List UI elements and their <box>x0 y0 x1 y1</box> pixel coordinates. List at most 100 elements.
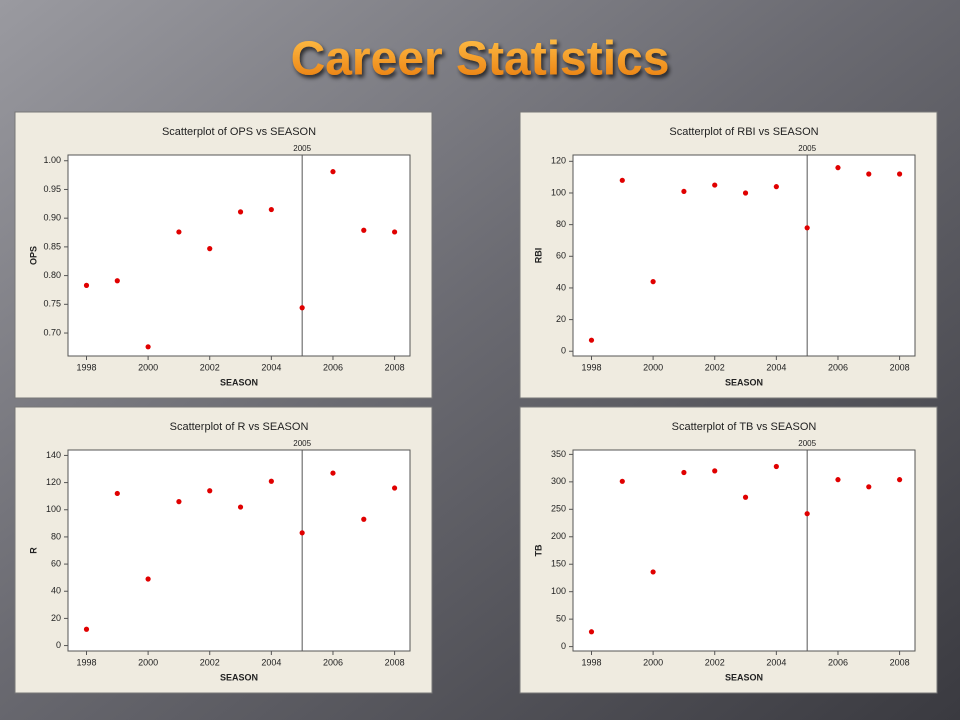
y-tick-label: 40 <box>51 586 61 596</box>
chart-panel: Scatterplot of R vs SEASON SEASON R 0 20 40 60… <box>14 406 433 694</box>
x-tick-label: 2004 <box>766 362 786 372</box>
y-tick-label: 120 <box>551 156 566 166</box>
y-tick-label: 0.75 <box>43 299 61 309</box>
data-point <box>83 282 90 288</box>
x-tick-label: 2000 <box>643 657 663 667</box>
chart-title: Scatterplot of OPS vs SEASON <box>162 126 316 138</box>
x-tick-label: 2002 <box>200 657 220 667</box>
data-point <box>83 626 90 632</box>
x-tick-label: 2008 <box>385 657 405 667</box>
reference-label: 2005 <box>293 439 311 448</box>
x-tick-label: 2002 <box>200 362 220 372</box>
data-point <box>299 305 305 311</box>
chart-title: Scatterplot of RBI vs SEASON <box>669 126 818 138</box>
x-tick-label: 2002 <box>705 362 725 372</box>
y-tick-label: 150 <box>551 559 566 569</box>
y-tick-label: 80 <box>556 219 566 229</box>
x-tick-label: 2008 <box>890 657 910 667</box>
y-tick-label: 20 <box>556 314 566 324</box>
y-tick-label: 0 <box>56 640 61 650</box>
data-point <box>650 569 656 575</box>
x-tick-label: 1998 <box>581 657 601 667</box>
data-point <box>361 516 367 522</box>
data-point <box>650 279 656 285</box>
data-point <box>145 576 151 582</box>
data-point <box>299 530 305 536</box>
x-axis-label: SEASON <box>220 672 258 682</box>
data-point <box>835 477 841 483</box>
data-point <box>330 470 336 476</box>
y-tick-label: 0 <box>561 641 566 651</box>
y-tick-label: 0.95 <box>43 184 61 194</box>
x-tick-label: 2000 <box>643 362 663 372</box>
data-point <box>773 463 779 470</box>
data-point <box>176 499 182 505</box>
data-point <box>896 477 903 483</box>
chart-title: Scatterplot of R vs SEASON <box>170 421 309 433</box>
x-tick-label: 1998 <box>581 362 601 372</box>
data-point <box>588 629 595 635</box>
data-point <box>588 337 595 343</box>
data-point <box>361 227 367 233</box>
y-tick-label: 350 <box>551 449 566 459</box>
y-tick-label: 250 <box>551 504 566 514</box>
data-point <box>114 278 120 284</box>
plot-area <box>67 449 411 652</box>
y-tick-label: 100 <box>46 504 61 514</box>
data-point <box>145 344 151 350</box>
y-tick-label: 0.90 <box>43 213 61 223</box>
x-tick-label: 2004 <box>261 657 281 667</box>
x-tick-label: 2004 <box>766 657 786 667</box>
plot-area <box>67 154 411 357</box>
data-point <box>619 478 625 484</box>
reference-label: 2005 <box>798 439 816 448</box>
data-point <box>268 206 274 213</box>
data-point <box>681 469 687 476</box>
data-point <box>773 184 779 190</box>
data-point <box>237 209 244 215</box>
y-tick-label: 0.80 <box>43 270 61 280</box>
data-point <box>804 511 810 517</box>
x-tick-label: 2004 <box>261 362 281 372</box>
plot-area <box>572 449 916 652</box>
x-tick-label: 2006 <box>828 362 848 372</box>
data-point <box>207 246 213 252</box>
x-tick-label: 2006 <box>828 657 848 667</box>
y-tick-label: 0.70 <box>43 327 61 337</box>
y-tick-label: 300 <box>551 476 566 486</box>
data-point <box>207 488 213 494</box>
plot-area <box>572 154 916 357</box>
x-tick-label: 1998 <box>76 362 96 372</box>
y-tick-label: 200 <box>551 531 566 541</box>
data-point <box>896 171 903 177</box>
data-point <box>742 190 749 196</box>
data-point <box>712 182 718 188</box>
y-tick-label: 40 <box>556 282 566 292</box>
data-point <box>681 188 687 195</box>
data-point <box>712 468 718 474</box>
x-tick-label: 2002 <box>705 657 725 667</box>
data-point <box>237 504 244 510</box>
data-point <box>176 229 182 235</box>
y-tick-label: 120 <box>46 477 61 487</box>
x-axis-label: SEASON <box>220 377 258 387</box>
chart-panel: Scatterplot of RBI vs SEASON SEASON RBI 0 20… <box>519 111 938 399</box>
data-point <box>330 169 336 175</box>
y-tick-label: 50 <box>556 614 566 624</box>
y-tick-label: 80 <box>51 531 61 541</box>
chart-panel: Scatterplot of TB vs SEASON SEASON TB 0 50 10… <box>519 406 938 694</box>
y-tick-label: 60 <box>556 251 566 261</box>
y-axis-label: OPS <box>28 246 38 265</box>
x-tick-label: 2000 <box>138 362 158 372</box>
data-point <box>391 229 398 235</box>
slide-title: Career Statistics <box>291 33 670 86</box>
reference-label: 2005 <box>293 144 311 153</box>
x-tick-label: 2006 <box>323 362 343 372</box>
chart-title: Scatterplot of TB vs SEASON <box>672 421 817 433</box>
x-axis-label: SEASON <box>725 672 763 682</box>
data-point <box>268 478 274 484</box>
y-tick-label: 100 <box>551 586 566 596</box>
data-point <box>114 490 120 497</box>
data-point <box>804 225 810 231</box>
y-tick-label: 60 <box>51 558 61 568</box>
